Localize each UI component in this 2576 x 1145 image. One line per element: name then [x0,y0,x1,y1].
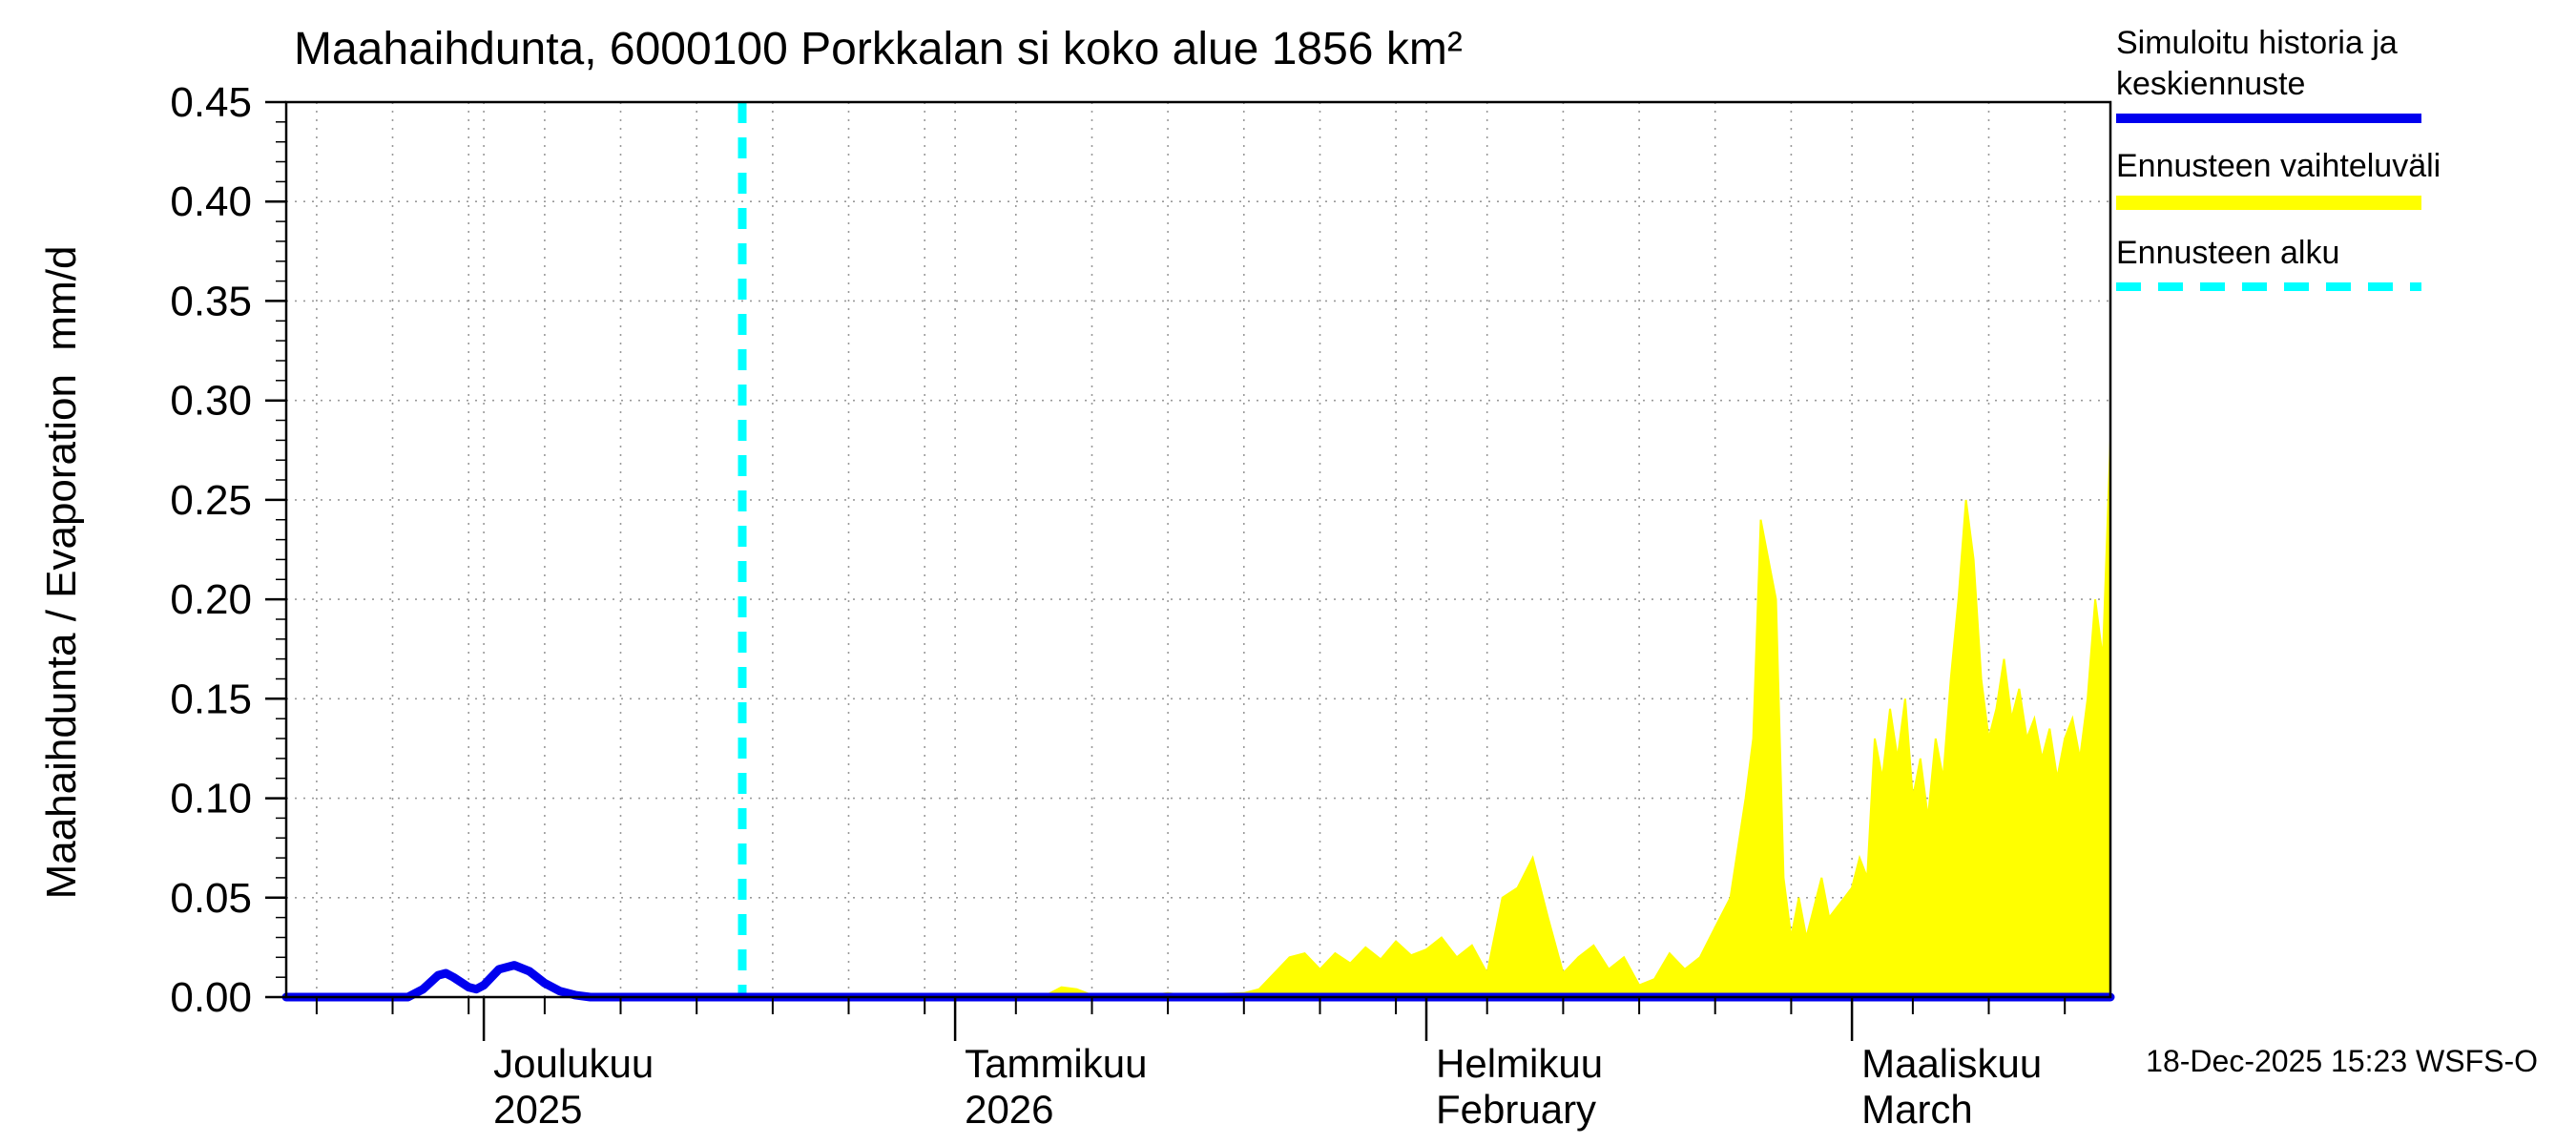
legend-item-forecast-start: Ennusteen alku [2116,233,2445,291]
month-label-line2: February [1436,1087,1596,1132]
legend-line-history [2116,114,2421,123]
month-label-line2: March [1861,1087,1973,1132]
y-tick-label: 0.35 [170,278,252,324]
y-tick-label: 0.25 [170,477,252,524]
month-label-line2: 2025 [493,1087,582,1132]
month-label-line2: 2026 [965,1087,1053,1132]
timestamp: 18-Dec-2025 15:23 WSFS-O [2146,1044,2538,1078]
forecast-range-area [741,440,2111,998]
month-label-line1: Joulukuu [493,1041,654,1086]
y-tick-label: 0.40 [170,178,252,225]
y-tick-label: 0.20 [170,576,252,623]
y-tick-label: 0.05 [170,875,252,922]
legend-label-forecast-start: Ennusteen alku [2116,235,2340,271]
plot-border [284,100,2112,999]
legend-label-history: Simuloitu historia ja keskiennuste [2116,25,2398,102]
legend-line-forecast-start [2116,282,2421,291]
y-tick-label: 0.10 [170,776,252,822]
page-title: Maahaihdunta, 6000100 Porkkalan si koko … [294,24,1463,74]
legend-label-forecast-range: Ennusteen vaihteluväli [2116,148,2441,184]
y-tick-label: 0.45 [170,79,252,126]
legend-item-forecast-range: Ennusteen vaihteluväli [2116,146,2445,210]
y-tick-label: 0.30 [170,378,252,425]
history-median-line [281,961,2115,1002]
month-label-line1: Maaliskuu [1861,1041,2042,1086]
legend-item-history: Simuloitu historia ja keskiennuste [2116,23,2445,123]
legend: Simuloitu historia ja keskiennuste Ennus… [2116,23,2445,314]
y-tick-label: 0.15 [170,676,252,722]
month-label-line1: Tammikuu [965,1041,1147,1086]
month-label-line1: Helmikuu [1436,1041,1603,1086]
legend-line-forecast-range [2116,196,2421,210]
y-tick-label: 0.00 [170,974,252,1021]
y-axis-label: Maahaihdunta / Evaporation mm/d [38,245,85,900]
